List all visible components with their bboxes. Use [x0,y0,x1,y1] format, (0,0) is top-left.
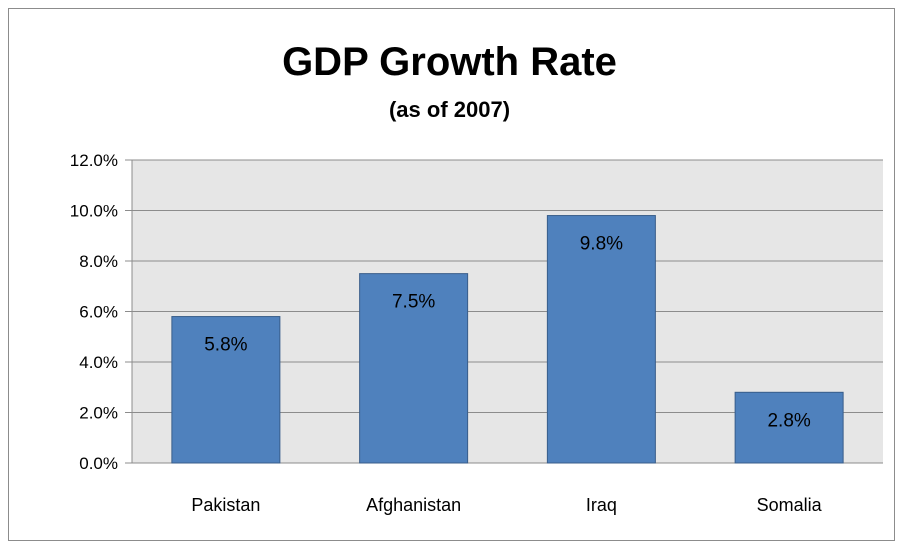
bar-somalia [734,391,844,464]
y-tick-label: 12.0% [70,151,118,170]
y-tick-label: 2.0% [79,404,118,423]
y-tick-label: 6.0% [79,303,118,322]
category-label: Somalia [757,495,823,515]
category-label: Iraq [586,495,617,515]
data-label: 5.8% [204,335,247,356]
data-label: 9.8% [580,234,623,255]
chart-title: GDP Growth Rate [282,40,617,84]
y-tick-label: 10.0% [70,202,118,221]
category-label: Pakistan [191,495,260,515]
y-tick-label: 8.0% [79,252,118,271]
category-label: Afghanistan [366,495,461,515]
data-labels: 5.8% 7.5% 9.8% 2.8% [204,234,811,432]
bars [171,215,844,464]
x-axis-categories: Pakistan Afghanistan Iraq Somalia [191,495,822,515]
y-axis-ticks: 0.0% 2.0% 4.0% 6.0% 8.0% 10.0% 12.0% [70,151,118,473]
bar-pakistan [171,316,281,464]
y-tick-label: 0.0% [79,454,118,473]
data-label: 7.5% [392,292,435,313]
bar-iraq [546,215,656,464]
y-tick-label: 4.0% [79,353,118,372]
bar-afghanistan [359,273,469,464]
chart-subtitle: (as of 2007) [388,97,511,122]
data-label: 2.8% [767,410,810,431]
